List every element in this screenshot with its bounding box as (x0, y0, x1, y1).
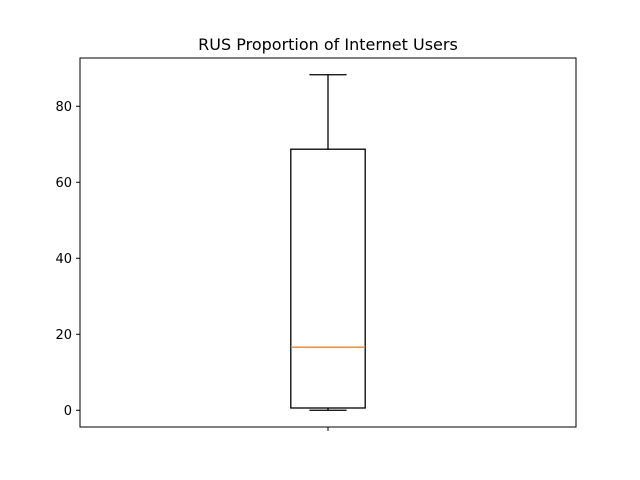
box-series (290, 74, 366, 411)
y-tick-label: 60 (55, 176, 72, 191)
y-tick-label: 0 (64, 404, 72, 419)
y-tick-label: 20 (55, 328, 72, 343)
box-iqr (290, 148, 366, 409)
y-tick-label: 80 (55, 100, 72, 115)
chart-title: RUS Proportion of Internet Users (198, 35, 458, 54)
y-axis: 0 20 40 60 80 (55, 100, 80, 419)
y-tick-label: 40 (55, 252, 72, 267)
